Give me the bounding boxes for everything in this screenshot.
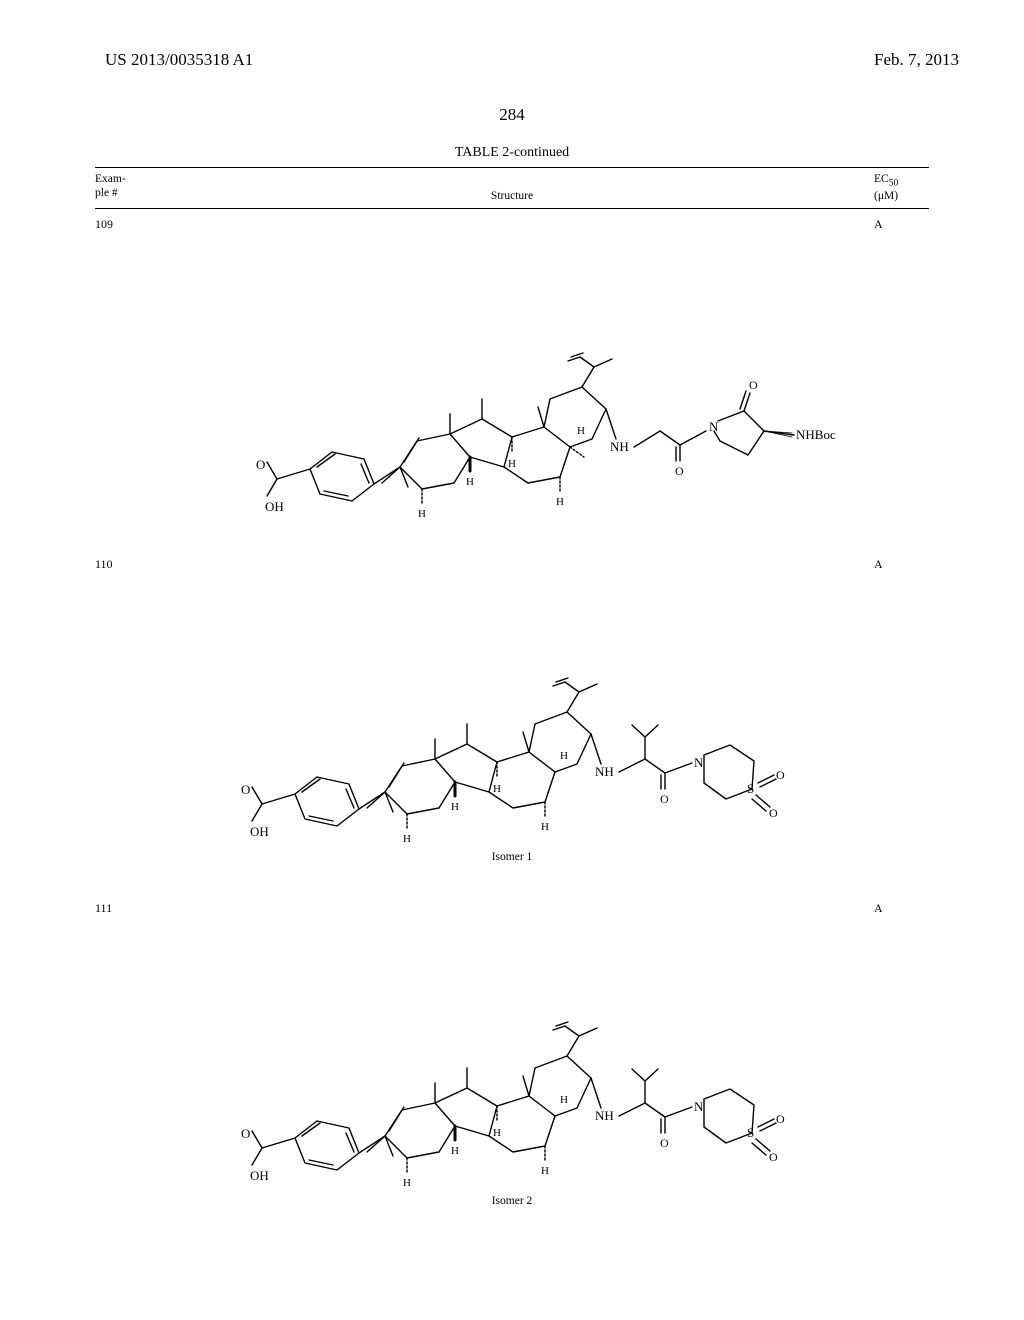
chemical-structure-110: O OH H H H H [182,549,842,849]
table-container: TABLE 2-continued Exam- ple # Structure … [95,145,929,1207]
chemical-structure-109: O OH [182,209,842,519]
svg-text:O: O [660,792,669,806]
svg-text:S: S [747,1125,754,1140]
header-left: US 2013/0035318 A1 [105,50,253,70]
table-title: TABLE 2-continued [95,145,929,161]
svg-text:O: O [776,768,785,782]
svg-text:NHBoc: NHBoc [796,427,836,442]
isomer-label: Isomer 1 [492,851,533,863]
svg-text:OH: OH [250,824,269,839]
table-header-row: Exam- ple # Structure EC50 (μM) [95,168,929,208]
svg-text:O: O [256,457,265,472]
svg-text:H: H [418,508,426,519]
chemical-structure-111: O OH H H H H H [182,893,842,1193]
svg-text:H: H [403,833,411,845]
ec50-value: A [874,209,929,232]
svg-text:H: H [451,801,459,813]
table-row: 110 O OH [95,549,929,863]
ec50-value: A [874,549,929,572]
svg-text:H: H [556,496,564,508]
example-number: 109 [95,209,150,232]
structure-cell: O OH H H H H [150,549,874,863]
table-row: 111 O OH H H [95,893,929,1207]
svg-text:H: H [493,783,501,795]
svg-text:O: O [749,378,758,392]
svg-text:O: O [660,1136,669,1150]
page-header: US 2013/0035318 A1 Feb. 7, 2013 [0,0,1024,80]
table-row: 109 O OH [95,209,929,519]
svg-text:NH: NH [595,764,614,779]
isomer-label: Isomer 2 [492,1195,533,1207]
svg-text:O: O [776,1112,785,1126]
svg-text:H: H [466,476,474,488]
example-number: 111 [95,893,150,916]
svg-text:H: H [451,1145,459,1157]
svg-text:O: O [241,1126,250,1141]
svg-text:H: H [541,821,549,833]
svg-text:H: H [560,750,568,762]
svg-text:H: H [403,1177,411,1189]
svg-text:O: O [241,782,250,797]
svg-text:H: H [560,1094,568,1106]
svg-text:NH: NH [595,1108,614,1123]
col-header-ec50: EC50 (μM) [874,172,929,204]
svg-text:H: H [508,458,516,470]
svg-text:H: H [541,1165,549,1177]
structure-cell: O OH H H H H H [150,893,874,1207]
svg-text:N: N [694,1099,704,1114]
svg-text:H: H [493,1127,501,1139]
svg-text:OH: OH [265,499,284,514]
svg-text:NH: NH [610,439,629,454]
col-header-example: Exam- ple # [95,172,150,204]
svg-text:S: S [747,781,754,796]
example-number: 110 [95,549,150,572]
col-header-structure: Structure [150,172,874,204]
svg-text:N: N [694,755,704,770]
svg-text:O: O [769,806,778,820]
svg-text:O: O [675,464,684,478]
svg-text:O: O [769,1150,778,1164]
page-number: 284 [0,105,1024,125]
structure-cell: O OH [150,209,874,519]
ec50-value: A [874,893,929,916]
svg-text:OH: OH [250,1168,269,1183]
svg-text:H: H [577,425,585,437]
header-right: Feb. 7, 2013 [874,50,959,70]
